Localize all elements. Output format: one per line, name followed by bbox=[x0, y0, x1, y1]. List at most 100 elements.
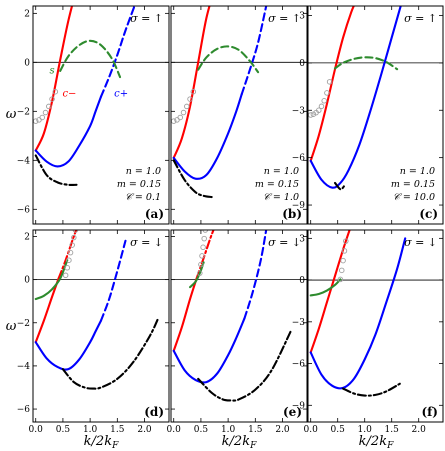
continuum-marker bbox=[337, 276, 344, 283]
sigma-label: σ = ↑ bbox=[268, 12, 301, 25]
continuum-marker bbox=[343, 238, 349, 244]
y-axis-label-bottom: ω bbox=[6, 319, 17, 334]
y-tick-label: 3 bbox=[299, 234, 305, 244]
curve-label: s bbox=[49, 65, 54, 76]
series-c-minus-line bbox=[34, 6, 74, 152]
series-bound-line bbox=[197, 330, 292, 402]
plot-area bbox=[34, 230, 160, 390]
panel-label: (b) bbox=[282, 207, 302, 221]
series-s-line bbox=[188, 261, 205, 289]
continuum-marker bbox=[180, 109, 187, 116]
sigma-label: σ = ↓ bbox=[404, 236, 437, 249]
continuum-marker bbox=[326, 79, 333, 85]
y-tick-label: −6 bbox=[17, 405, 31, 415]
continuum-marker bbox=[39, 114, 45, 121]
continuum-marker bbox=[187, 96, 193, 102]
plot-area bbox=[309, 230, 407, 397]
panel-b: σ = ↑ n = 1.0 m = 0.15 𝒞 = 1.0 (b) bbox=[170, 5, 308, 225]
continuum-marker bbox=[52, 88, 59, 95]
panel-label: (e) bbox=[283, 405, 302, 419]
x-tick-label: 1.5 bbox=[110, 425, 125, 435]
y-tick-label: −6 bbox=[292, 154, 306, 164]
x-tick-label: 0.0 bbox=[167, 425, 182, 435]
sigma-label: σ = ↑ bbox=[404, 12, 437, 25]
x-tick-label: 1.5 bbox=[248, 425, 263, 435]
x-tick-label: 1.5 bbox=[385, 425, 400, 435]
x-tick-label: 0.5 bbox=[56, 425, 71, 435]
y-tick-label: −6 bbox=[292, 360, 306, 370]
continuum-marker bbox=[341, 248, 348, 254]
series-bound-line bbox=[61, 317, 160, 390]
y-tick-label: −6 bbox=[17, 205, 31, 215]
continuum-marker bbox=[49, 96, 55, 102]
series-bound-line bbox=[172, 159, 213, 199]
y-tick-label: 0 bbox=[299, 276, 305, 286]
y-tick-label: −9 bbox=[292, 401, 306, 411]
series-c-minus-line bbox=[57, 230, 78, 280]
continuum-marker bbox=[64, 265, 71, 271]
continuum-marker bbox=[200, 244, 206, 251]
series-c-plus-line bbox=[309, 237, 407, 390]
series-c-plus-line bbox=[172, 317, 246, 384]
density-label: n = 1.0 bbox=[126, 166, 161, 177]
x-tick-label: 1.0 bbox=[358, 425, 373, 435]
sigma-label: σ = ↓ bbox=[130, 236, 163, 249]
x-tick-label: 0.0 bbox=[304, 425, 319, 435]
panel-label: (a) bbox=[145, 207, 164, 221]
series-c-minus-line bbox=[34, 277, 60, 344]
continuum-marker bbox=[177, 114, 183, 121]
x-axis-label-e: k/2kF bbox=[222, 434, 257, 451]
panel-a: −6 −4 −2 0 2 σ = ↑ n = 1.0 m = 0.15 𝒞 = 0.1 (a) s c… bbox=[17, 5, 170, 225]
continuum-marker bbox=[190, 88, 197, 95]
series-c-minus-line bbox=[172, 277, 198, 352]
series-c-minus-line bbox=[309, 6, 355, 162]
y-tick-label: −9 bbox=[292, 201, 306, 211]
x-tick-label: 1.0 bbox=[221, 425, 236, 435]
series-s-line bbox=[333, 56, 399, 71]
series-c-plus-line bbox=[34, 319, 103, 371]
continuum-marker bbox=[69, 242, 75, 248]
mass-label: m = 0.15 bbox=[255, 179, 299, 190]
y-tick-label: 2 bbox=[24, 232, 30, 242]
continuum-marker bbox=[318, 103, 325, 110]
panel-e: 0.0 0.5 1.0 1.5 2.0 σ = ↓ (e) bbox=[167, 229, 308, 435]
panel-label: (d) bbox=[144, 405, 164, 419]
continuum-marker bbox=[198, 261, 204, 268]
continuum-marker bbox=[72, 230, 79, 233]
y-tick-label: −2 bbox=[17, 107, 30, 117]
axes-frame bbox=[307, 5, 444, 225]
density-label: n = 1.0 bbox=[264, 166, 299, 177]
series-s-line bbox=[309, 278, 342, 297]
plot-area bbox=[308, 6, 402, 191]
x-axis-label-d: k/2kF bbox=[84, 434, 119, 451]
continuum-marker bbox=[62, 272, 69, 279]
y-tick-label: 0 bbox=[24, 276, 30, 286]
panel-label: (f) bbox=[421, 405, 438, 419]
series-c-plus-line bbox=[99, 239, 127, 322]
mass-label: m = 0.15 bbox=[117, 179, 161, 190]
continuum-marker bbox=[66, 257, 72, 263]
series-c-plus-line bbox=[34, 95, 103, 168]
x-tick-label: 0.5 bbox=[331, 425, 346, 435]
y-axis-label-top: ω bbox=[6, 107, 17, 122]
y-tick-label: −4 bbox=[17, 156, 31, 166]
series-c-minus-line bbox=[172, 6, 211, 159]
continuum-marker bbox=[321, 98, 327, 104]
plot-area bbox=[171, 6, 268, 199]
coupling-label: 𝒞 = 10.0 bbox=[393, 192, 435, 203]
series-bound-line bbox=[333, 181, 346, 191]
y-tick-label: 0 bbox=[24, 58, 30, 68]
panel-d: 0.0 0.5 1.0 1.5 2.0 −6 −4 −2 0 2 σ = ↓ (d) bbox=[17, 229, 170, 435]
axes-frame bbox=[307, 229, 444, 423]
sigma-label: σ = ↓ bbox=[268, 236, 301, 249]
series-s-line bbox=[197, 45, 260, 74]
x-axis-label-f: k/2kF bbox=[359, 434, 394, 451]
series-c-plus-line bbox=[243, 230, 268, 320]
axes-frame bbox=[170, 229, 308, 423]
y-tick-label: 0 bbox=[299, 59, 305, 69]
continuum-marker bbox=[46, 103, 52, 110]
continuum-marker bbox=[71, 234, 77, 241]
series-c-plus-line bbox=[99, 6, 136, 98]
x-tick-label: 2.0 bbox=[412, 425, 427, 435]
